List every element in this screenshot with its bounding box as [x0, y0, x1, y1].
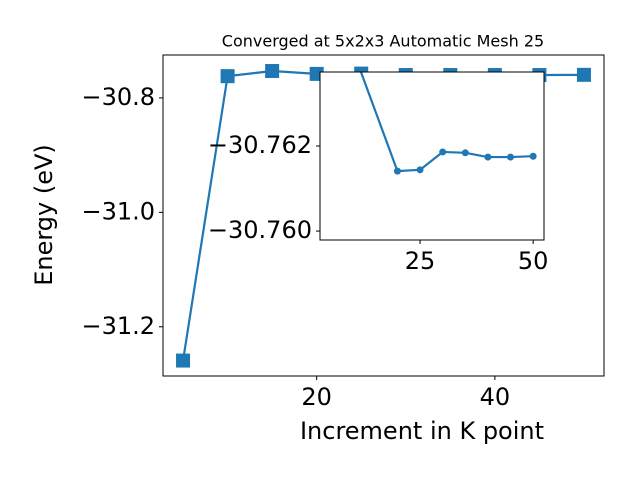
- marker: [176, 353, 191, 368]
- marker: [576, 67, 591, 82]
- axes-frame: [319, 71, 545, 241]
- x-tick-label: 20: [301, 383, 332, 411]
- marker: [439, 148, 447, 156]
- axes-frame: [162, 54, 605, 377]
- chart-title: Converged at 5x2x3 Automatic Mesh 25: [222, 32, 544, 51]
- marker: [416, 166, 424, 174]
- y-tick-label: −30.8: [81, 83, 155, 111]
- x-tick-label: 50: [518, 247, 549, 275]
- data-line: [359, 72, 534, 173]
- y-axis-label: Energy (eV): [30, 144, 58, 286]
- y-tick-label: −30.760: [208, 216, 312, 244]
- y-tick-label: −31.2: [81, 312, 155, 340]
- y-tick-label: −30.762: [208, 131, 312, 159]
- x-tick-label: 40: [480, 383, 511, 411]
- plot-area: [359, 72, 537, 175]
- marker: [265, 64, 280, 79]
- x-axis-label: Increment in K point: [300, 417, 544, 445]
- marker: [220, 69, 235, 84]
- x-tick-label: 25: [405, 247, 436, 275]
- y-tick-label: −31.0: [81, 197, 155, 225]
- marker: [393, 167, 401, 175]
- marker: [507, 153, 515, 161]
- marker: [529, 152, 537, 160]
- marker: [484, 153, 492, 161]
- marker: [461, 149, 469, 157]
